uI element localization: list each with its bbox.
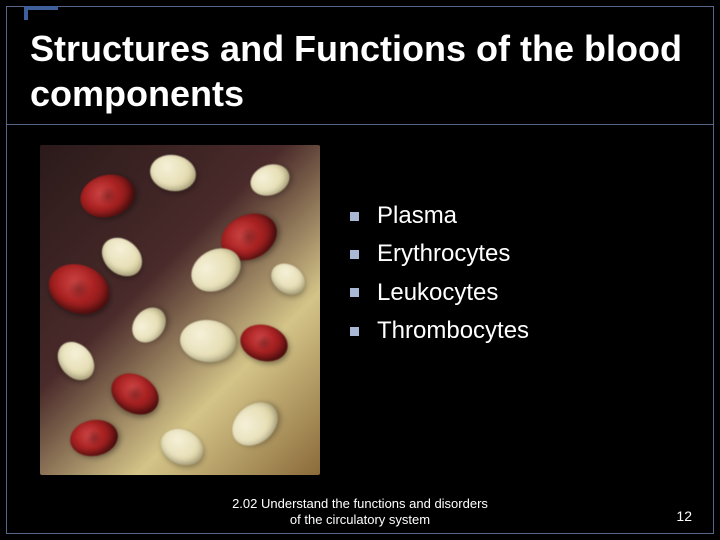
white-blood-cell-icon (224, 393, 287, 454)
white-blood-cell-icon (178, 318, 237, 365)
square-bullet-icon (350, 327, 359, 336)
page-number: 12 (676, 508, 692, 524)
list-item: Plasma (350, 200, 680, 232)
slide-title: Structures and Functions of the blood co… (30, 26, 690, 116)
list-item-label: Plasma (377, 200, 457, 232)
square-bullet-icon (350, 250, 359, 259)
list-item-label: Leukocytes (377, 277, 498, 309)
title-accent-corner (24, 6, 58, 20)
list-item: Thrombocytes (350, 315, 680, 347)
blood-cells-image (40, 145, 320, 475)
footer-line: of the circulatory system (290, 512, 430, 527)
slide-footer: 2.02 Understand the functions and disord… (0, 496, 720, 529)
white-blood-cell-icon (246, 159, 294, 201)
title-underline (6, 124, 714, 125)
bullet-list: Plasma Erythrocytes Leukocytes Thrombocy… (350, 200, 680, 354)
white-blood-cell-icon (147, 151, 199, 194)
white-blood-cell-icon (125, 301, 172, 349)
list-item: Erythrocytes (350, 238, 680, 270)
white-blood-cell-icon (265, 257, 311, 301)
red-blood-cell-icon (42, 256, 117, 322)
white-blood-cell-icon (155, 422, 209, 471)
red-blood-cell-icon (104, 365, 166, 423)
list-item: Leukocytes (350, 277, 680, 309)
list-item-label: Erythrocytes (377, 238, 510, 270)
square-bullet-icon (350, 212, 359, 221)
red-blood-cell-icon (236, 319, 292, 366)
red-blood-cell-icon (67, 416, 121, 460)
footer-line: 2.02 Understand the functions and disord… (232, 496, 488, 511)
red-blood-cell-icon (76, 169, 140, 224)
square-bullet-icon (350, 288, 359, 297)
list-item-label: Thrombocytes (377, 315, 529, 347)
white-blood-cell-icon (50, 335, 102, 388)
